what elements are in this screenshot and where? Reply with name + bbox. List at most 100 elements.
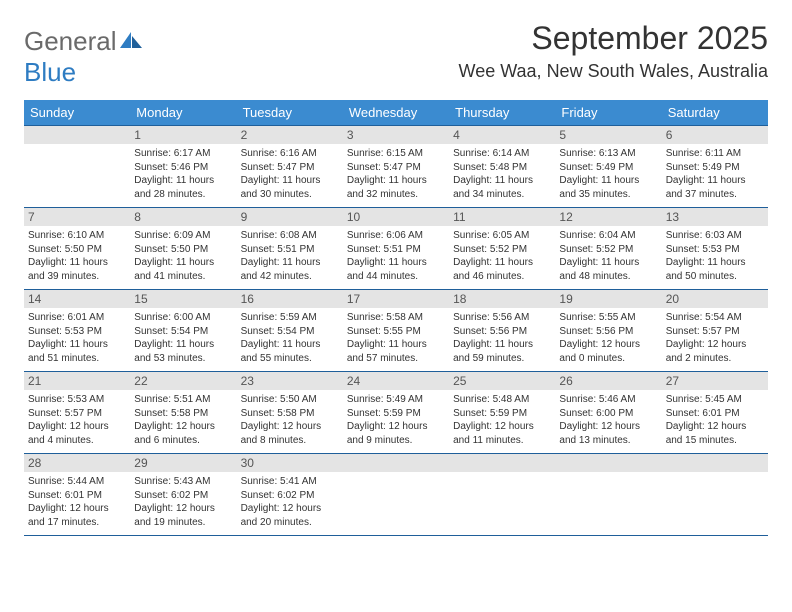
sunrise-text: Sunrise: 6:15 AM (347, 147, 445, 161)
daylight-text: Daylight: 11 hours and 48 minutes. (559, 256, 657, 283)
sunset-text: Sunset: 5:56 PM (453, 325, 551, 339)
day-cell: 11Sunrise: 6:05 AMSunset: 5:52 PMDayligh… (449, 208, 555, 289)
day-details: Sunrise: 5:41 AMSunset: 6:02 PMDaylight:… (241, 475, 339, 529)
sunrise-text: Sunrise: 6:00 AM (134, 311, 232, 325)
day-cell: 30 Sunrise: 5:41 AMSunset: 6:02 PMDayligh… (237, 454, 343, 535)
sunset-text: Sunset: 6:02 PM (241, 489, 339, 503)
weeks-container: 1Sunrise: 6:17 AMSunset: 5:46 PMDaylight… (24, 125, 768, 536)
sunset-text: Sunset: 5:47 PM (241, 161, 339, 175)
week-row: 21Sunrise: 5:53 AMSunset: 5:57 PMDayligh… (24, 371, 768, 453)
sunset-text: Sunset: 5:58 PM (241, 407, 339, 421)
day-cell: 22Sunrise: 5:51 AMSunset: 5:58 PMDayligh… (130, 372, 236, 453)
dow-cell: Tuesday (237, 100, 343, 125)
day-details: Sunrise: 6:03 AMSunset: 5:53 PMDaylight:… (666, 229, 764, 283)
day-number: 13 (662, 208, 768, 226)
daylight-text: Daylight: 11 hours and 37 minutes. (666, 174, 764, 201)
day-number: 6 (662, 126, 768, 144)
day-cell: 14Sunrise: 6:01 AMSunset: 5:53 PMDayligh… (24, 290, 130, 371)
daylight-text: Daylight: 12 hours and 4 minutes. (28, 420, 126, 447)
daylight-text: Daylight: 12 hours and 13 minutes. (559, 420, 657, 447)
day-cell: 17Sunrise: 5:58 AMSunset: 5:55 PMDayligh… (343, 290, 449, 371)
day-number (343, 454, 449, 472)
day-cell: 13 Sunrise: 6:03 AMSunset: 5:53 PMDayligh… (662, 208, 768, 289)
sunrise-text: Sunrise: 6:03 AM (666, 229, 764, 243)
sunrise-text: Sunrise: 6:05 AM (453, 229, 551, 243)
day-details: Sunrise: 5:54 AMSunset: 5:57 PMDaylight:… (666, 311, 764, 365)
sunrise-text: Sunrise: 5:53 AM (28, 393, 126, 407)
day-number: 25 (449, 372, 555, 390)
logo-text: General Blue (24, 26, 142, 88)
day-cell: 18Sunrise: 5:56 AMSunset: 5:56 PMDayligh… (449, 290, 555, 371)
day-details: Sunrise: 6:14 AMSunset: 5:48 PMDaylight:… (453, 147, 551, 201)
dow-cell: Friday (555, 100, 661, 125)
sunrise-text: Sunrise: 5:48 AM (453, 393, 551, 407)
day-number: 30 (237, 454, 343, 472)
daylight-text: Daylight: 12 hours and 15 minutes. (666, 420, 764, 447)
day-number (662, 454, 768, 472)
day-number: 21 (24, 372, 130, 390)
sunset-text: Sunset: 5:52 PM (559, 243, 657, 257)
sunrise-text: Sunrise: 5:51 AM (134, 393, 232, 407)
day-cell: 12Sunrise: 6:04 AMSunset: 5:52 PMDayligh… (555, 208, 661, 289)
dow-cell: Sunday (24, 100, 130, 125)
day-details: Sunrise: 5:45 AMSunset: 6:01 PMDaylight:… (666, 393, 764, 447)
daylight-text: Daylight: 12 hours and 9 minutes. (347, 420, 445, 447)
day-cell (555, 454, 661, 535)
day-number: 15 (130, 290, 236, 308)
day-cell: 23Sunrise: 5:50 AMSunset: 5:58 PMDayligh… (237, 372, 343, 453)
week-row: 7Sunrise: 6:10 AMSunset: 5:50 PMDaylight… (24, 207, 768, 289)
day-number: 27 (662, 372, 768, 390)
day-cell (24, 126, 130, 207)
sunrise-text: Sunrise: 5:41 AM (241, 475, 339, 489)
day-number: 24 (343, 372, 449, 390)
sunset-text: Sunset: 5:48 PM (453, 161, 551, 175)
sunrise-text: Sunrise: 5:45 AM (666, 393, 764, 407)
day-number: 26 (555, 372, 661, 390)
day-details: Sunrise: 5:43 AMSunset: 6:02 PMDaylight:… (134, 475, 232, 529)
day-number: 14 (24, 290, 130, 308)
sunrise-text: Sunrise: 5:58 AM (347, 311, 445, 325)
daylight-text: Daylight: 12 hours and 17 minutes. (28, 502, 126, 529)
daylight-text: Daylight: 11 hours and 55 minutes. (241, 338, 339, 365)
daylight-text: Daylight: 11 hours and 59 minutes. (453, 338, 551, 365)
daylight-text: Daylight: 11 hours and 46 minutes. (453, 256, 551, 283)
day-details: Sunrise: 6:17 AMSunset: 5:46 PMDaylight:… (134, 147, 232, 201)
week-row: 28Sunrise: 5:44 AMSunset: 6:01 PMDayligh… (24, 453, 768, 536)
sunset-text: Sunset: 5:49 PM (666, 161, 764, 175)
daylight-text: Daylight: 11 hours and 53 minutes. (134, 338, 232, 365)
day-number (555, 454, 661, 472)
sunset-text: Sunset: 5:59 PM (347, 407, 445, 421)
day-details: Sunrise: 6:09 AMSunset: 5:50 PMDaylight:… (134, 229, 232, 283)
day-details: Sunrise: 5:59 AMSunset: 5:54 PMDaylight:… (241, 311, 339, 365)
day-details: Sunrise: 6:08 AMSunset: 5:51 PMDaylight:… (241, 229, 339, 283)
day-details: Sunrise: 5:46 AMSunset: 6:00 PMDaylight:… (559, 393, 657, 447)
day-number: 29 (130, 454, 236, 472)
day-cell: 20Sunrise: 5:54 AMSunset: 5:57 PMDayligh… (662, 290, 768, 371)
sunset-text: Sunset: 5:51 PM (241, 243, 339, 257)
day-cell (343, 454, 449, 535)
day-cell: 27 Sunrise: 5:45 AMSunset: 6:01 PMDayligh… (662, 372, 768, 453)
sunset-text: Sunset: 5:50 PM (134, 243, 232, 257)
day-details: Sunrise: 6:15 AMSunset: 5:47 PMDaylight:… (347, 147, 445, 201)
day-number: 2 (237, 126, 343, 144)
sunset-text: Sunset: 5:57 PM (28, 407, 126, 421)
day-details: Sunrise: 5:50 AMSunset: 5:58 PMDaylight:… (241, 393, 339, 447)
sunrise-text: Sunrise: 5:43 AM (134, 475, 232, 489)
sunset-text: Sunset: 5:49 PM (559, 161, 657, 175)
sunrise-text: Sunrise: 5:59 AM (241, 311, 339, 325)
day-details: Sunrise: 5:44 AMSunset: 6:01 PMDaylight:… (28, 475, 126, 529)
day-details: Sunrise: 6:13 AMSunset: 5:49 PMDaylight:… (559, 147, 657, 201)
dow-cell: Saturday (662, 100, 768, 125)
daylight-text: Daylight: 11 hours and 34 minutes. (453, 174, 551, 201)
day-details: Sunrise: 5:51 AMSunset: 5:58 PMDaylight:… (134, 393, 232, 447)
day-number: 5 (555, 126, 661, 144)
day-cell: 16Sunrise: 5:59 AMSunset: 5:54 PMDayligh… (237, 290, 343, 371)
day-details: Sunrise: 6:04 AMSunset: 5:52 PMDaylight:… (559, 229, 657, 283)
sunset-text: Sunset: 5:51 PM (347, 243, 445, 257)
day-number: 4 (449, 126, 555, 144)
dow-row: SundayMondayTuesdayWednesdayThursdayFrid… (24, 100, 768, 125)
sunset-text: Sunset: 6:01 PM (28, 489, 126, 503)
brand-logo: General Blue (24, 26, 142, 88)
day-details: Sunrise: 5:55 AMSunset: 5:56 PMDaylight:… (559, 311, 657, 365)
daylight-text: Daylight: 12 hours and 0 minutes. (559, 338, 657, 365)
